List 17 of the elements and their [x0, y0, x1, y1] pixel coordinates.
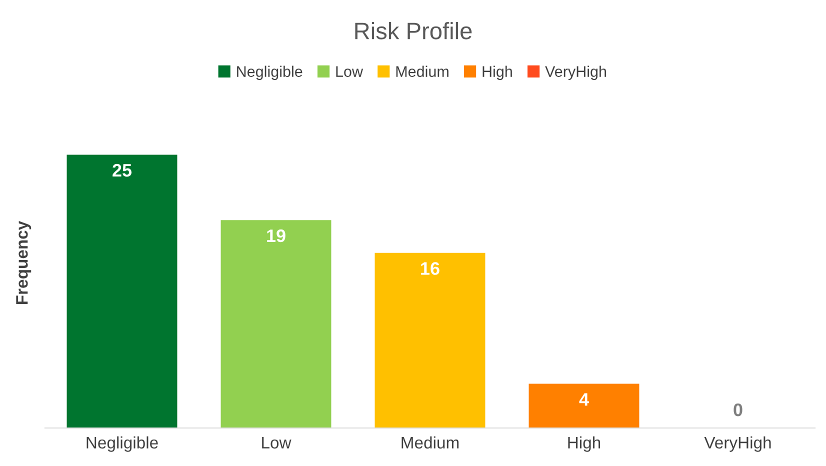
chart-title: Risk Profile: [355, 22, 472, 40]
legend-label: High: [482, 66, 512, 80]
y-axis-title: Frequency: [16, 220, 32, 304]
x-tick-label: Medium: [402, 436, 459, 449]
legend-label: Negligible: [237, 66, 302, 80]
data-label: 0: [734, 403, 742, 416]
legend-label: Medium: [396, 66, 448, 77]
x-tick-label: Low: [262, 436, 292, 449]
x-tick-label: High: [568, 436, 600, 452]
data-label: 4: [579, 393, 589, 406]
x-tick-label: VeryHigh: [704, 436, 771, 452]
data-label: 19: [267, 229, 286, 242]
legend-label: VeryHigh: [545, 66, 606, 80]
data-label: 16: [421, 262, 440, 275]
data-label: 25: [112, 164, 132, 177]
x-tick-label: Negligible: [86, 436, 158, 452]
legend-label: Low: [336, 66, 364, 77]
